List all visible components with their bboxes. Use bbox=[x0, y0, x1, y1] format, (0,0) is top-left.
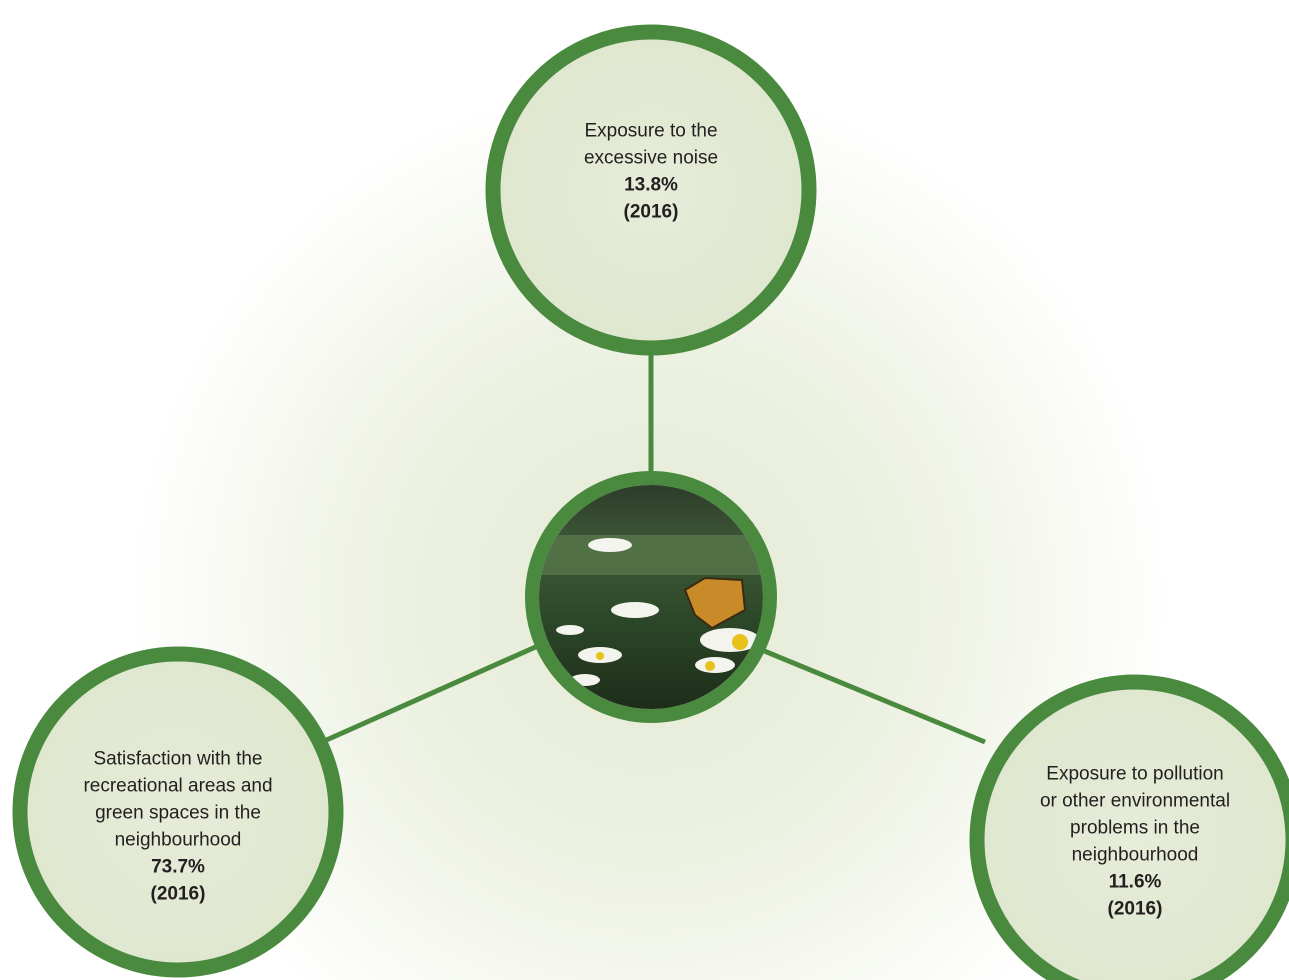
node-circle bbox=[485, 24, 817, 356]
node-label: Satisfaction with the bbox=[94, 749, 263, 770]
photo bbox=[539, 485, 763, 709]
node-value: (2016) bbox=[151, 884, 206, 905]
connector bbox=[761, 647, 986, 745]
node-circle bbox=[969, 674, 1289, 980]
node-label: problems in the bbox=[1070, 818, 1200, 839]
node-label: neighbourhood bbox=[115, 830, 242, 851]
node-circle bbox=[12, 646, 344, 978]
node-value: (2016) bbox=[624, 202, 679, 223]
connector bbox=[320, 642, 542, 745]
connectors bbox=[320, 352, 986, 745]
node-value: 11.6% bbox=[1109, 872, 1162, 893]
node-label: Exposure to pollution bbox=[1046, 764, 1223, 785]
node-label: excessive noise bbox=[584, 148, 718, 169]
node-value: 73.7% bbox=[151, 857, 205, 878]
node-label: Exposure to the bbox=[584, 121, 717, 142]
circles: Exposure to the excessive noise 13.8% (2016… bbox=[12, 24, 1289, 980]
node-label: neighbourhood bbox=[1072, 845, 1199, 866]
node-label: green spaces in the bbox=[95, 803, 261, 824]
node: Satisfaction with the recreational areas … bbox=[12, 646, 344, 978]
node-label: recreational areas and bbox=[83, 776, 272, 797]
node-label: or other environmental bbox=[1040, 791, 1230, 812]
center-photo bbox=[525, 471, 777, 723]
node-value: 13.8% bbox=[624, 175, 678, 196]
node: Exposure to the excessive noise 13.8% (2016… bbox=[485, 24, 817, 356]
node-value: (2016) bbox=[1108, 899, 1163, 920]
node: Exposure to pollution or other environmen… bbox=[969, 674, 1289, 980]
